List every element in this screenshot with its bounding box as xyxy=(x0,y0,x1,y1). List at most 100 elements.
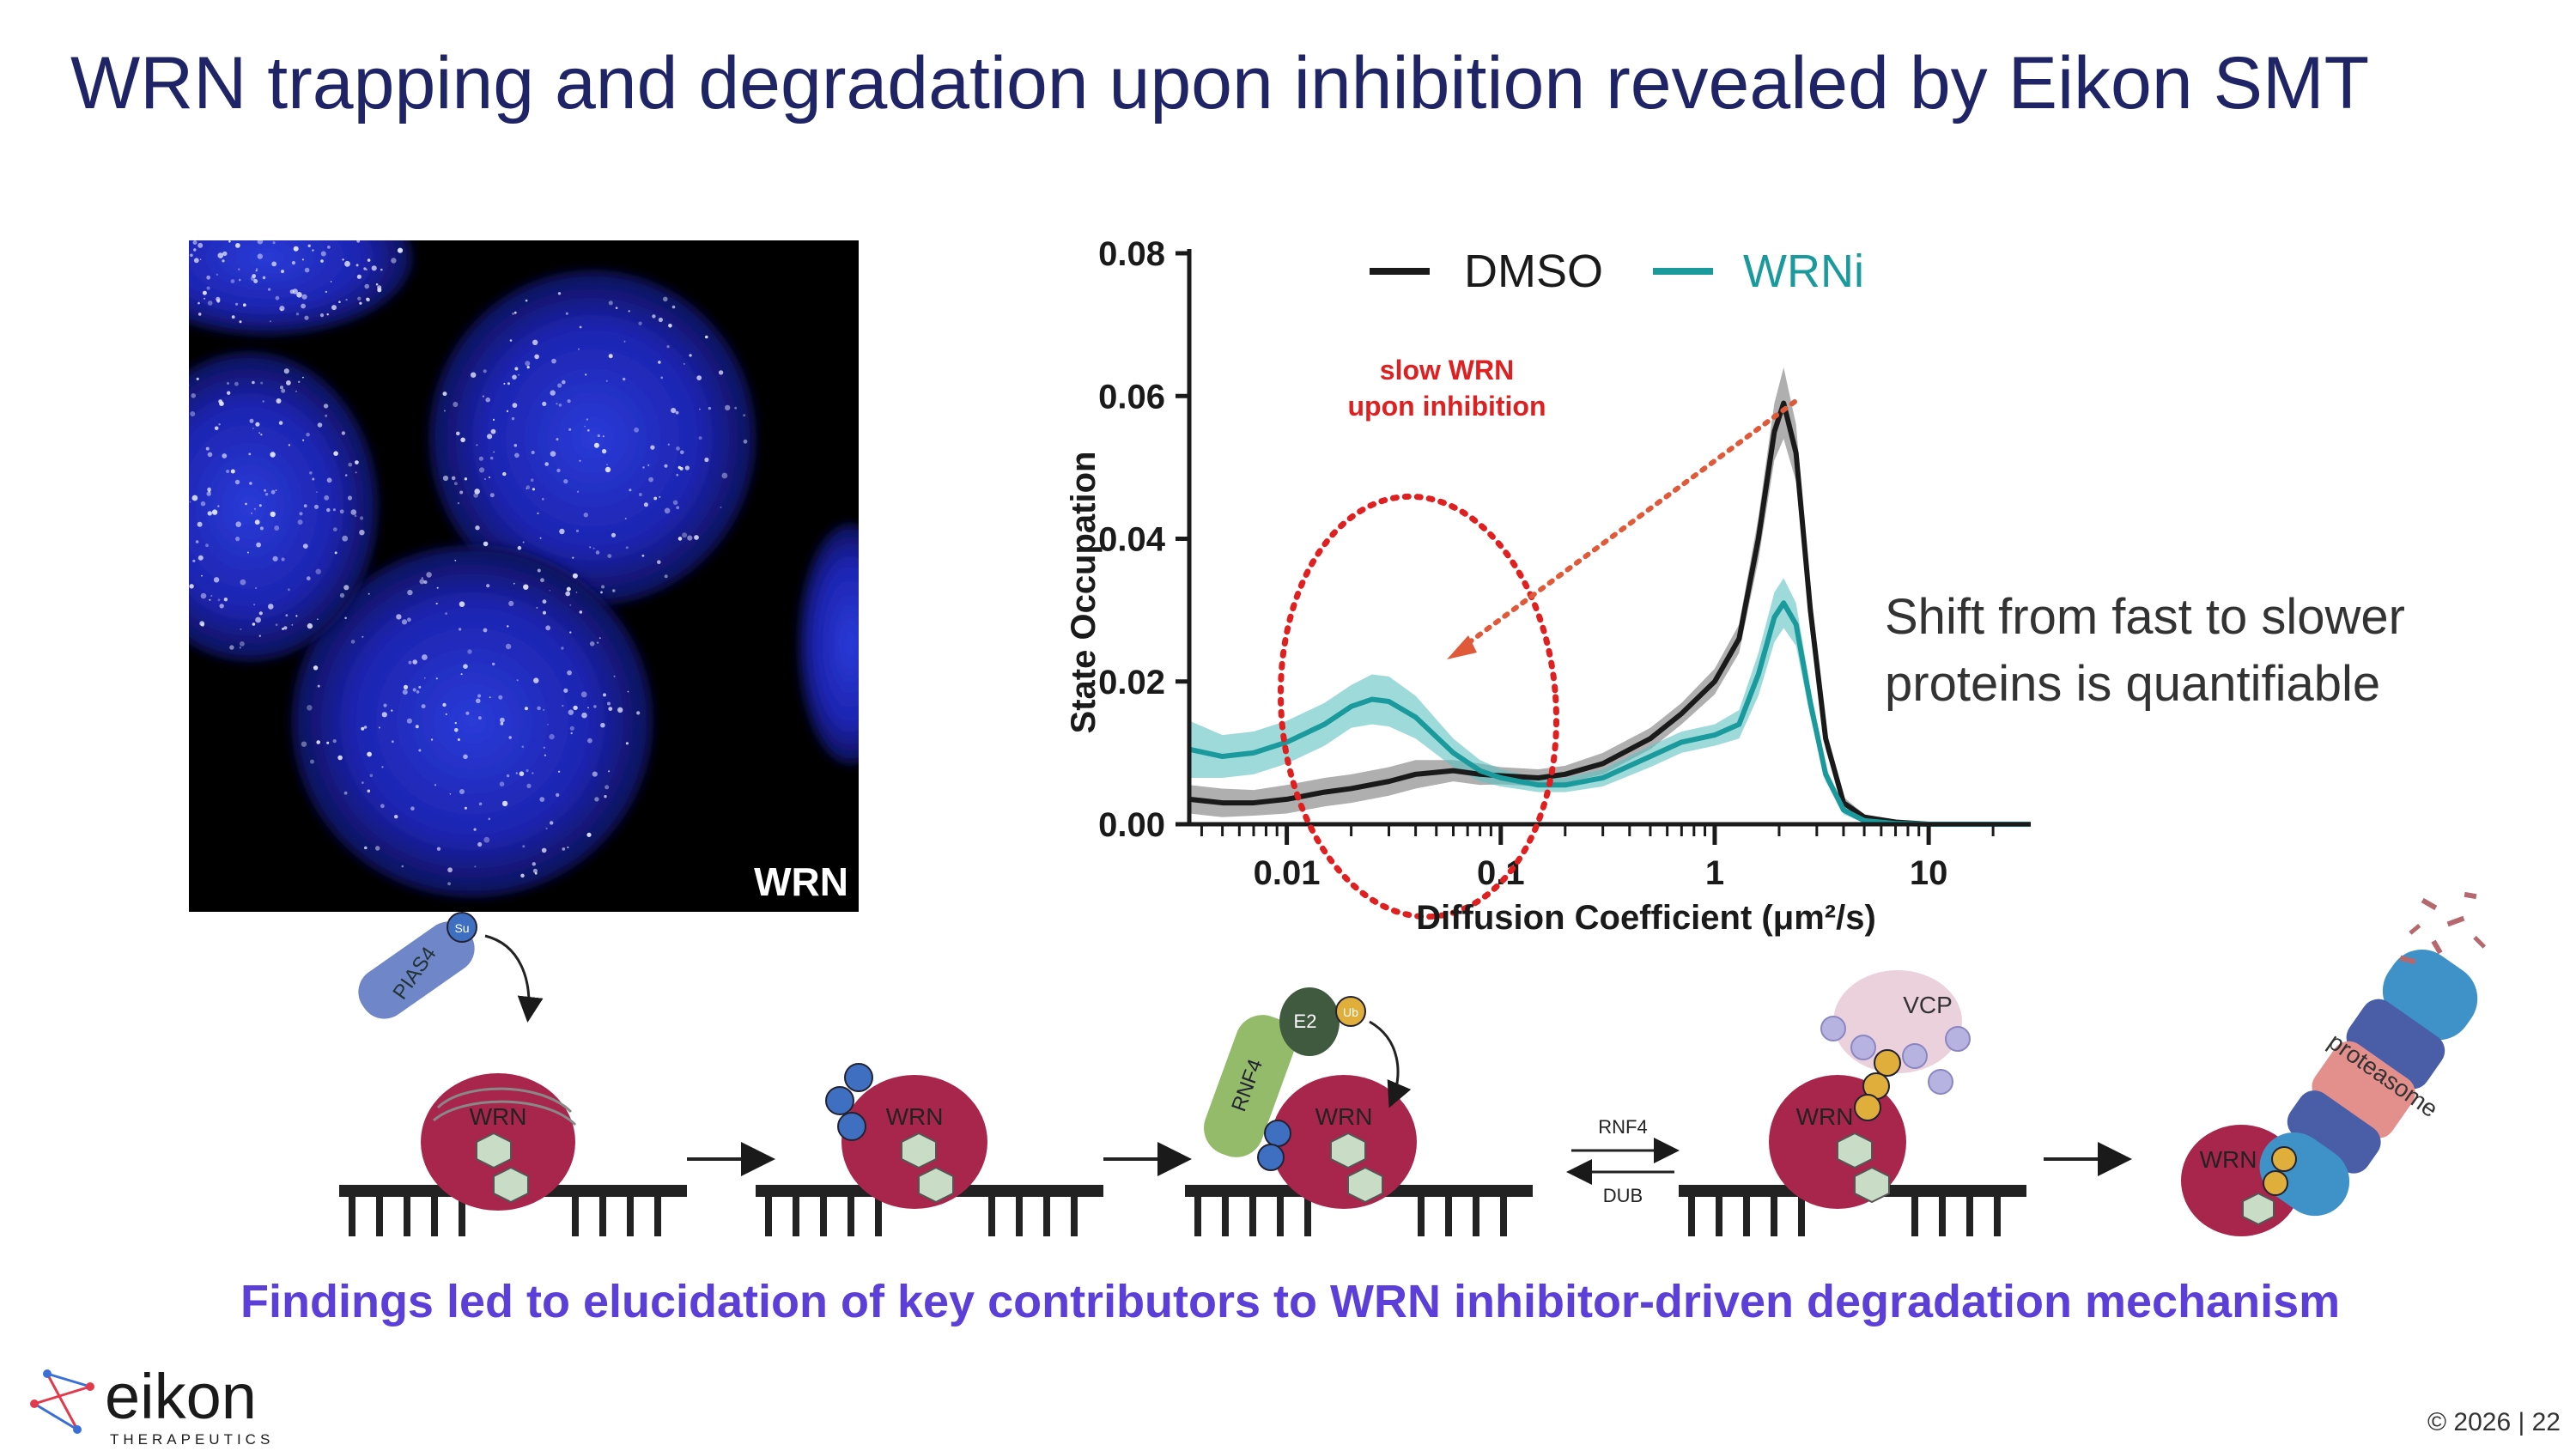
fluorescent-spot xyxy=(694,535,699,540)
fluorescent-spot xyxy=(306,433,310,437)
fluorescent-spot xyxy=(192,495,198,501)
fluorescent-spot xyxy=(361,781,364,784)
fluorescent-spot xyxy=(671,408,676,413)
fluorescent-spot xyxy=(403,689,408,695)
fluorescent-spot xyxy=(514,444,518,447)
fluorescent-spot xyxy=(477,842,482,847)
sumo-circle xyxy=(826,1087,854,1114)
fluorescent-spot xyxy=(327,313,329,315)
fluorescent-spot xyxy=(636,711,640,714)
fluorescent-spot xyxy=(589,546,591,548)
fluorescent-spot xyxy=(527,366,530,368)
sumo-circle xyxy=(838,1113,866,1140)
fluorescent-spot xyxy=(558,771,560,773)
fluorescent-spot xyxy=(252,622,256,626)
fluorescent-spot xyxy=(668,444,670,446)
fluorescent-spot xyxy=(720,507,722,508)
fluorescent-spot xyxy=(209,490,211,493)
fluorescent-spot xyxy=(593,705,597,708)
fluorescent-spot xyxy=(416,690,420,694)
fluorescent-spot xyxy=(593,548,595,549)
callout-line-1: Shift from fast to slower xyxy=(1885,584,2537,651)
fluorescent-spot xyxy=(522,745,525,748)
ub-label: Ub xyxy=(1343,1005,1358,1019)
fluorescent-spot xyxy=(599,637,601,639)
fluorescent-spot xyxy=(326,742,329,744)
fluorescent-spot xyxy=(231,279,235,283)
fluorescent-spot xyxy=(493,452,495,453)
fluorescent-spot xyxy=(355,515,357,518)
fluorescent-spot xyxy=(345,299,347,301)
fluorescent-spot xyxy=(507,382,510,385)
fluorescent-spot xyxy=(412,659,417,665)
fluorescent-spot xyxy=(316,569,321,574)
sumo-label: Su xyxy=(454,921,469,935)
fluorescent-spot xyxy=(308,245,311,247)
fluorescent-spot xyxy=(368,593,370,595)
fluorescent-spot xyxy=(556,403,558,404)
fluorescent-spot xyxy=(289,444,290,446)
fluorescent-spot xyxy=(305,268,310,273)
fluorescent-spot xyxy=(543,599,547,604)
fluorescent-spot xyxy=(398,248,403,253)
fluorescent-spot xyxy=(359,302,361,305)
fluorescent-spot xyxy=(205,543,209,547)
fluorescent-spot xyxy=(477,695,481,698)
fluorescent-spot xyxy=(532,340,538,345)
fluorescent-spot xyxy=(523,585,528,590)
fluorescent-spot xyxy=(490,493,495,497)
fluorescent-spot xyxy=(197,302,200,305)
fluorescent-spot xyxy=(544,462,549,466)
fluorescent-spot xyxy=(607,702,611,706)
fluorescent-spot xyxy=(361,727,364,731)
fluorescent-spot xyxy=(337,756,343,761)
fluorescent-spot xyxy=(476,699,481,704)
fluorescent-spot xyxy=(356,264,359,266)
fluorescent-spot xyxy=(214,577,219,582)
fluorescent-spot xyxy=(333,508,336,511)
fluorescent-spot xyxy=(489,477,490,478)
fluorescent-spot xyxy=(533,869,538,873)
fluorescent-spot xyxy=(678,537,683,541)
fluorescent-spot xyxy=(344,617,347,620)
fluorescent-spot xyxy=(572,557,574,559)
fluorescent-spot xyxy=(316,491,318,493)
fluorescent-spot xyxy=(222,252,227,256)
fluorescent-spot xyxy=(594,797,598,801)
fluorescent-spot xyxy=(325,415,327,417)
fluorescent-spot xyxy=(270,452,275,457)
fluorescent-spot xyxy=(600,723,605,728)
fluorescent-spot xyxy=(312,478,314,481)
fluorescent-spot xyxy=(256,268,258,270)
fluorescent-spot xyxy=(407,590,412,595)
fluorescent-spot xyxy=(483,628,488,633)
fluorescent-spot xyxy=(426,572,432,578)
fluorescent-spot xyxy=(344,261,350,267)
fluorescent-spot xyxy=(603,693,606,696)
fluorescent-spot xyxy=(568,710,574,715)
fluorescent-spot xyxy=(606,380,608,382)
fluorescent-spot xyxy=(437,847,440,851)
fluorescent-spot xyxy=(216,299,220,302)
fluorescent-spot xyxy=(325,291,327,293)
fluorescent-spot xyxy=(249,482,252,485)
fluorescent-spot xyxy=(550,451,556,457)
fluorescent-spot xyxy=(367,752,372,757)
fluorescent-spot xyxy=(658,361,661,364)
fluorescent-spot xyxy=(465,807,467,810)
fluorescent-spot xyxy=(443,392,447,396)
fluorescent-spot xyxy=(255,587,257,589)
fluorescent-spot xyxy=(235,480,240,484)
fluorescent-spot xyxy=(314,505,319,509)
fluorescent-spot xyxy=(239,279,241,282)
fluorescent-spot xyxy=(557,383,562,387)
fluorescent-spot xyxy=(517,679,519,681)
fluorescent-spot xyxy=(705,336,708,339)
fluorescent-spot xyxy=(519,771,525,776)
fluorescent-spot xyxy=(345,474,348,477)
fluorescent-spot xyxy=(209,599,210,601)
fluorescent-spot xyxy=(549,734,554,739)
fluorescent-spot xyxy=(586,833,591,837)
fluorescent-spot xyxy=(487,434,492,439)
fluorescent-spot xyxy=(459,789,465,794)
